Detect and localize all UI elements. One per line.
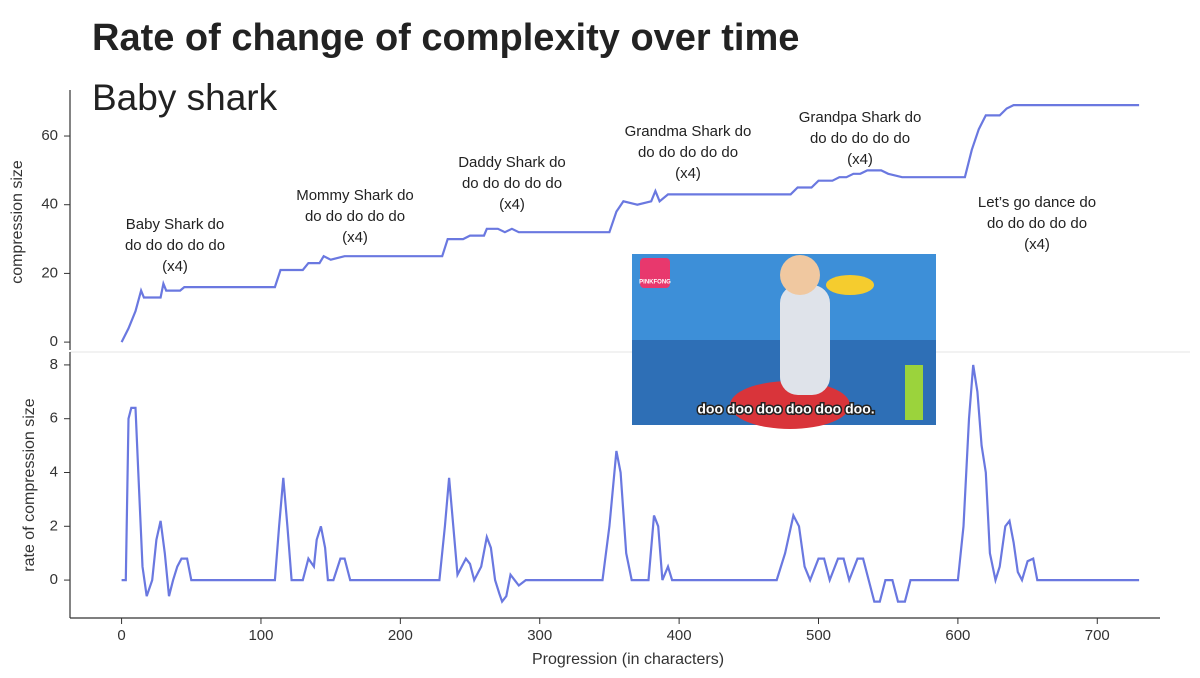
logo-badge: [640, 258, 670, 288]
annotation: Grandma Shark do: [625, 123, 752, 140]
y-tick-label: 2: [50, 517, 58, 534]
data-line: [121, 364, 1140, 604]
image-logo: PINKFONG: [639, 280, 671, 286]
annotation: Mommy Shark do: [296, 187, 414, 204]
y-tick-label: 20: [41, 264, 58, 281]
annotation: Let’s go dance do: [978, 194, 1096, 211]
annotation: do do do do do: [462, 175, 562, 192]
annotation: do do do do do: [987, 215, 1087, 232]
y-tick-label: 4: [50, 463, 58, 480]
image-face: [780, 255, 820, 295]
x-tick-label: 300: [527, 627, 552, 644]
x-tick-label: 700: [1085, 627, 1110, 644]
annotation: (x4): [499, 196, 525, 213]
annotation: (x4): [342, 229, 368, 246]
image-child: [780, 285, 830, 395]
y-tick-label: 6: [50, 410, 58, 427]
annotation: (x4): [1024, 236, 1050, 253]
x-tick-label: 500: [806, 627, 831, 644]
image-weed: [905, 365, 923, 420]
annotation: do do do do do: [638, 144, 738, 161]
image-caption: doo doo doo doo doo doo.: [697, 401, 874, 417]
annotation: Baby Shark do: [126, 216, 224, 233]
x-tick-label: 200: [388, 627, 413, 644]
annotation: Grandpa Shark do: [799, 109, 922, 126]
x-tick-label: 400: [667, 627, 692, 644]
x-tick-label: 100: [248, 627, 273, 644]
y-tick-label: 8: [50, 356, 58, 373]
x-axis-label: Progression (in characters): [532, 651, 724, 668]
slide-subtitle: Baby shark: [92, 77, 278, 118]
x-tick-label: 600: [945, 627, 970, 644]
data-line: [120, 104, 1140, 343]
y-tick-label: 60: [41, 127, 58, 144]
image-shark: [826, 275, 874, 295]
y-tick-label: 40: [41, 196, 58, 213]
y-axis-label: rate of compression size: [21, 398, 38, 572]
annotation: (x4): [162, 258, 188, 275]
annotation: do do do do do: [810, 130, 910, 147]
annotation: Daddy Shark do: [458, 154, 566, 171]
y-tick-label: 0: [50, 571, 58, 588]
video-still: PINKFONG doo doo doo doo doo doo.: [632, 254, 936, 429]
y-axis-label: compression size: [9, 160, 26, 284]
slide-title: Rate of change of complexity over time: [92, 17, 799, 59]
annotation: do do do do do: [305, 208, 405, 225]
annotation: (x4): [847, 151, 873, 168]
y-tick-label: 0: [50, 333, 58, 350]
annotation: do do do do do: [125, 237, 225, 254]
x-tick-label: 0: [117, 627, 125, 644]
annotation: (x4): [675, 165, 701, 182]
